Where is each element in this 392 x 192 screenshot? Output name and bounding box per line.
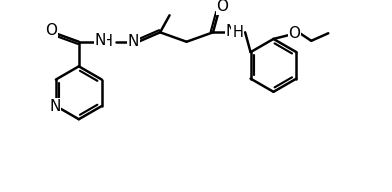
Text: N: N [49, 98, 61, 113]
Text: N: N [225, 24, 237, 39]
Text: O: O [288, 26, 300, 41]
Text: H: H [102, 34, 113, 49]
Text: O: O [45, 23, 58, 38]
Text: H: H [232, 25, 243, 40]
Text: N: N [95, 33, 106, 48]
Text: N: N [128, 34, 139, 49]
Text: O: O [216, 0, 229, 14]
